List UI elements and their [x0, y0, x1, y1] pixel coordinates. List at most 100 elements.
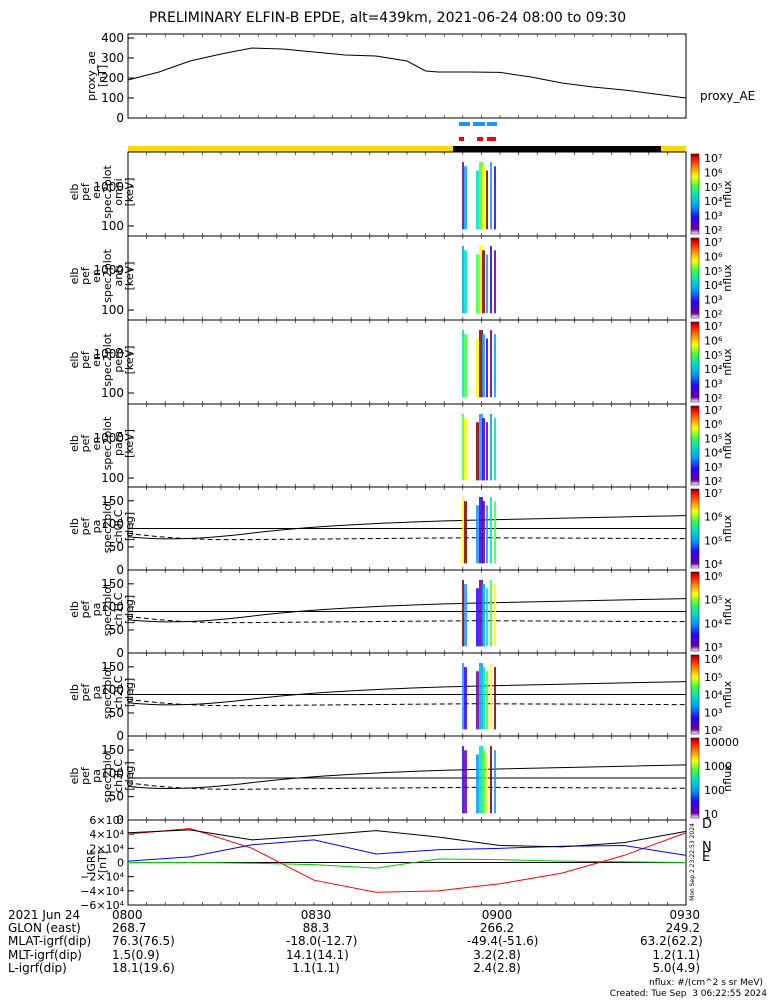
colorbar-tick-label: 10⁷	[704, 236, 722, 249]
proxy-ae-line	[127, 47, 687, 99]
colorbar-tick-label: 10²	[704, 475, 722, 488]
spectrogram-pixel	[464, 250, 467, 314]
spectrogram-ylabel: elbpefenspec2plotomni[keV]	[68, 165, 136, 219]
spectrogram-ylabel: elbpefenspec2plotpara[keV]	[68, 416, 136, 470]
colorbar-label: nflux	[721, 764, 734, 792]
spectrogram-pixel	[486, 505, 488, 564]
science-zone-mark	[473, 122, 485, 126]
sunlight-bar	[128, 146, 453, 152]
footer-row-value: 14.1(14.1)	[286, 947, 349, 962]
spectrogram-pixel	[462, 246, 464, 314]
footer-row-label: L-igrf(dip)	[8, 960, 67, 975]
anti-loss-cone-line	[127, 615, 687, 624]
spectrogram-pixel	[486, 588, 488, 647]
footer-row-value: 268.7	[112, 921, 147, 936]
colorbar	[690, 488, 700, 569]
colorbar-tick-label: 10⁷	[704, 320, 722, 333]
igrf-series-line	[127, 839, 687, 862]
spectrogram-pixel	[479, 246, 483, 314]
spectrogram-ylabel: elbpefpaspec2plotch1LC[deg]	[68, 582, 136, 636]
igrf-series-line	[128, 858, 687, 869]
spectrogram-ylabel: elbpefpaspec2plotch3LC[deg]	[68, 749, 136, 803]
spectrogram-pixel	[479, 746, 483, 814]
colorbar	[690, 321, 700, 403]
colorbar-tick-label: 10⁶	[704, 418, 723, 431]
spectrogram-pixel	[490, 496, 492, 564]
colorbar-tick-label: 10⁵	[704, 594, 722, 607]
units-note: nflux: #/(cm^2 s sr MeV)	[649, 978, 763, 988]
colorbar-tick-label: 10⁶	[704, 511, 723, 524]
science-zone-mark	[477, 137, 483, 141]
colorbar-tick-label: 10⁴	[704, 363, 723, 376]
y-tick-label: 50	[109, 790, 124, 804]
y-tick-label: 0	[116, 729, 124, 743]
spectrogram-pixel	[476, 422, 479, 481]
colorbar-label: nflux	[721, 264, 734, 292]
y-tick-label: 100	[101, 600, 124, 614]
footer-row-value: 249.2	[665, 921, 700, 936]
spectrogram-pixel	[482, 166, 485, 230]
panel-frame	[127, 151, 687, 237]
spectrogram-pixel	[490, 246, 492, 314]
spectrogram-pixel	[464, 334, 467, 398]
panel-frame	[127, 235, 687, 321]
orbit-footer: 2021 Jun 24 0800 0830 0900 0930 GLON (east) 26…	[0, 908, 775, 1000]
spectrogram-pixel	[462, 662, 464, 730]
loss-cone-line	[127, 515, 687, 540]
colorbar-tick-label: 10⁴	[704, 279, 723, 292]
spectrogram-pixel	[482, 750, 485, 814]
y-tick-label: 100	[101, 303, 124, 317]
footer-row-value: 63.2(62.2)	[640, 934, 703, 949]
y-tick-label: 1000	[93, 347, 124, 361]
y-tick-label: 100	[101, 91, 124, 105]
spectrogram-pixel	[494, 750, 496, 814]
colorbar-tick-label: 10⁶	[704, 166, 723, 179]
y-tick-label: −6×10⁴	[80, 899, 124, 912]
spectrogram-pixel	[494, 418, 496, 481]
colorbar-tick-label: 10000	[704, 736, 739, 749]
proxy-ae-ylabel: proxy_ae[nT]	[85, 51, 109, 101]
y-tick-label: 100	[101, 517, 124, 531]
spectrogram-pixel	[462, 413, 464, 481]
y-tick-label: 6×10⁴	[89, 814, 124, 827]
colorbar-tick-label: 10⁴	[704, 447, 723, 460]
loss-cone-line	[127, 764, 687, 789]
spectrogram-ylabel: elbpefpaspec2plotch0LC[deg]	[68, 499, 136, 553]
colorbar	[690, 405, 700, 486]
panel-frame	[127, 33, 687, 119]
colorbar-tick-label: 10²	[704, 724, 722, 737]
spectrogram-pixel	[476, 170, 479, 230]
y-tick-label: 0	[116, 813, 124, 827]
spectrogram-pixel	[494, 250, 496, 314]
y-tick-label: 50	[109, 706, 124, 720]
footer-row-value: 3.2(2.8)	[473, 947, 521, 962]
footer-row-value: 0800	[112, 908, 143, 922]
y-tick-label: −2×10⁴	[80, 871, 124, 884]
y-tick-label: 100	[101, 471, 124, 485]
spectrogram-pixel	[476, 588, 479, 647]
spectrogram-pixel	[494, 334, 496, 398]
page-title: PRELIMINARY ELFIN-B EPDE, alt=439km, 202…	[148, 10, 627, 26]
footer-row-value: 2.4(2.8)	[473, 960, 521, 975]
spectrogram-pixel	[479, 413, 483, 481]
colorbar-tick-label: 10³	[704, 378, 722, 391]
spectrogram-pixel	[464, 501, 467, 564]
footer-row-value: 76.3(76.5)	[112, 934, 175, 949]
y-tick-label: 0	[117, 857, 124, 870]
spectrogram-pixel	[494, 584, 496, 647]
spectrogram-pixel	[494, 667, 496, 730]
colorbar-label: nflux	[721, 597, 734, 625]
colorbar-tick-label: 10⁷	[704, 487, 722, 500]
colorbar-tick-label: 1000	[704, 760, 732, 773]
colorbar-tick-label: 10³	[704, 706, 722, 719]
y-tick-label: 150	[101, 577, 124, 591]
colorbar	[690, 737, 700, 819]
spectrogram-pixel	[464, 584, 467, 647]
colorbar-tick-label: 10⁴	[704, 617, 723, 630]
colorbar-tick-label: 10	[704, 808, 718, 821]
colorbar-tick-label: 100	[704, 784, 725, 797]
anti-loss-cone-line	[127, 782, 687, 790]
colorbar	[690, 153, 700, 235]
colorbar-tick-label: 10³	[704, 461, 722, 474]
